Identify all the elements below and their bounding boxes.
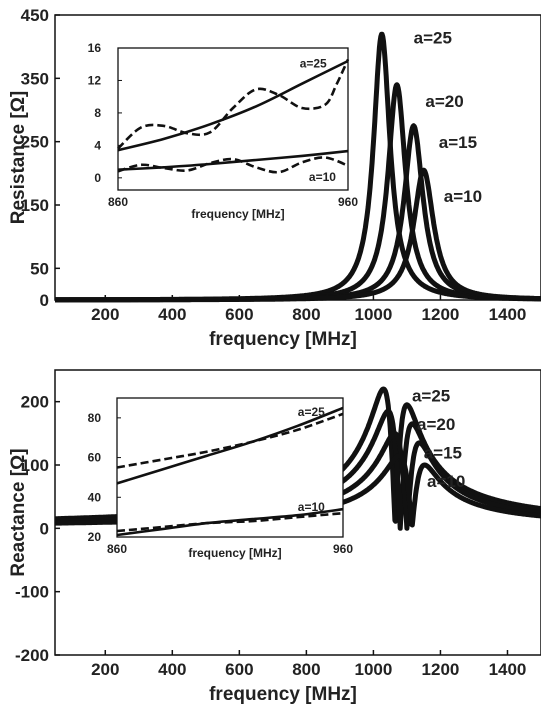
y-tick-label: 450	[21, 6, 49, 25]
resistance-plot: 200 400 600 800 1000 1200 1400 0 50 150 250 350 450 f…	[8, 6, 541, 350]
y-tick-label: 0	[40, 519, 49, 538]
inset-x-tick-label: 960	[333, 542, 353, 556]
inset-x-tick-label: 860	[107, 542, 127, 556]
inset-y-tick-label: 80	[88, 411, 102, 425]
inset-y-tick-label: 60	[88, 451, 102, 465]
series-annotation: a=20	[425, 92, 463, 111]
series-annotation: a=20	[417, 415, 455, 434]
y-tick-label: 150	[21, 196, 49, 215]
x-axis-label: frequency [MHz]	[209, 329, 357, 350]
inset-annotation: a=25	[298, 405, 325, 419]
inset-line-a10-dashed	[116, 511, 344, 533]
y-tick-label: 200	[21, 393, 49, 412]
inset-x-tick-label: 860	[108, 195, 128, 209]
x-axis-label: frequency [MHz]	[209, 684, 357, 705]
inset-y-tick-label: 4	[94, 138, 101, 152]
y-tick-label: -200	[15, 646, 49, 665]
y-axis-label: Resistance [Ω]	[8, 91, 29, 225]
x-tick-label: 600	[225, 660, 253, 679]
series-annotation: a=25	[412, 387, 450, 406]
x-tick-label: 1400	[489, 305, 527, 324]
inset-y-tick-label: 12	[88, 73, 102, 87]
x-tick-label: 400	[158, 660, 186, 679]
inset-x-axis-label: frequency [MHz]	[191, 207, 284, 221]
inset-x-tick-label: 960	[338, 195, 358, 209]
reactance-plot: 200 400 600 800 1000 1200 1400 -200 -100 0 100 200 f…	[8, 369, 541, 705]
inset-y-tick-label: 8	[94, 106, 101, 120]
inset-y-tick-label: 16	[88, 41, 102, 55]
series-annotation: a=25	[414, 29, 452, 48]
inset-annotation: a=10	[309, 170, 336, 184]
inset-plot: 860 960 20 40 60 80 frequency [MHz] a=25 a=10	[88, 397, 353, 560]
x-tick-label: 1200	[422, 305, 460, 324]
y-tick-label: 350	[21, 69, 49, 88]
y-tick-label: 100	[21, 456, 49, 475]
inset-line-a10-dashed	[117, 156, 349, 174]
inset-plot: 860 960 0 4 8 12 16 frequency [MHz] a=25 a=10	[88, 41, 359, 221]
series-annotation: a=10	[427, 472, 465, 491]
series-annotation: a=10	[444, 187, 482, 206]
x-tick-label: 600	[225, 305, 253, 324]
inset-line-a25-dashed	[117, 58, 350, 150]
inset-y-tick-label: 20	[88, 530, 102, 544]
inset-x-axis-label: frequency [MHz]	[188, 546, 281, 560]
inset-line-a25-solid	[116, 406, 344, 485]
inset-annotation: a=10	[298, 500, 325, 514]
inset-line-a25-solid	[117, 59, 349, 152]
x-tick-label: 1400	[489, 660, 527, 679]
inset-annotation: a=25	[300, 56, 327, 70]
inset-y-tick-label: 40	[88, 490, 102, 504]
inset-y-tick-label: 0	[94, 171, 101, 185]
x-tick-label: 200	[91, 660, 119, 679]
y-tick-label: 50	[30, 259, 49, 278]
x-tick-label: 800	[292, 305, 320, 324]
plot-frame	[54, 14, 541, 301]
x-tick-label: 1000	[354, 305, 392, 324]
y-tick-label: 0	[40, 291, 49, 310]
inset-line-a25-dashed	[116, 412, 344, 469]
series-annotation: a=15	[439, 133, 477, 152]
inset-frame	[117, 47, 349, 191]
series-annotation: a=15	[424, 444, 462, 463]
y-axis-label: Reactance [Ω]	[8, 448, 29, 576]
x-tick-label: 400	[158, 305, 186, 324]
y-tick-label: 250	[21, 133, 49, 152]
x-tick-label: 1000	[354, 660, 392, 679]
x-tick-label: 800	[292, 660, 320, 679]
x-tick-label: 200	[91, 305, 119, 324]
y-tick-label: -100	[15, 583, 49, 602]
plot-frame	[54, 369, 541, 656]
x-tick-label: 1200	[422, 660, 460, 679]
